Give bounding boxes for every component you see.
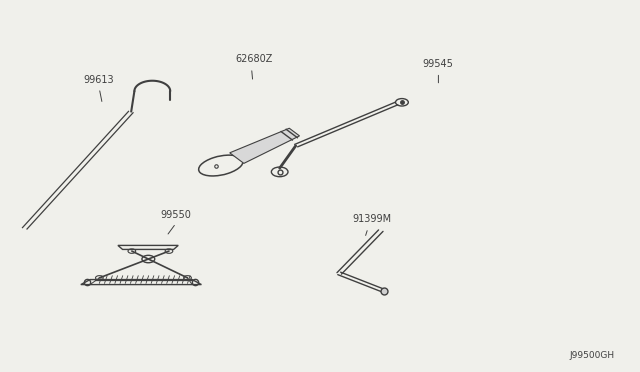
Text: 99545: 99545 [422,59,453,69]
Text: 99613: 99613 [83,74,114,84]
Text: 99550: 99550 [160,209,191,219]
Polygon shape [230,128,300,163]
Text: 62680Z: 62680Z [236,54,273,64]
Text: J99500GH: J99500GH [569,351,614,360]
Text: 91399M: 91399M [352,214,391,224]
